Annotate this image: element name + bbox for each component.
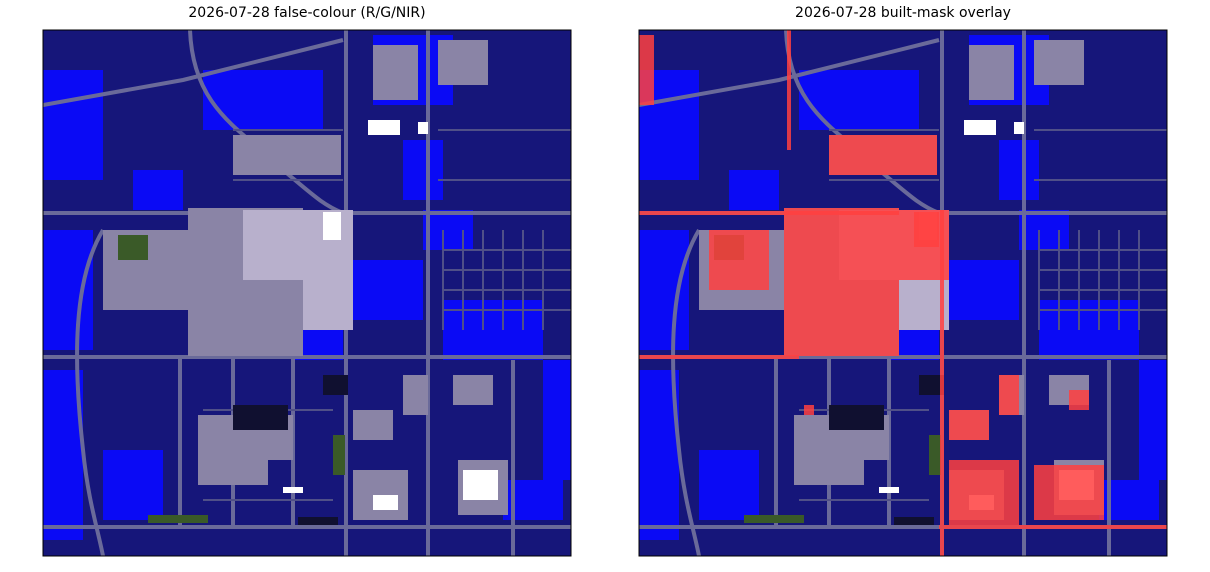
panel-title: 2026-07-28 false-colour (R/G/NIR) <box>188 5 425 21</box>
false-colour-image <box>43 30 571 556</box>
panel-frame <box>638 29 1168 557</box>
overlay-image <box>639 30 1167 556</box>
panel-title: 2026-07-28 built-mask overlay <box>795 5 1011 21</box>
panel-frame <box>42 29 572 557</box>
